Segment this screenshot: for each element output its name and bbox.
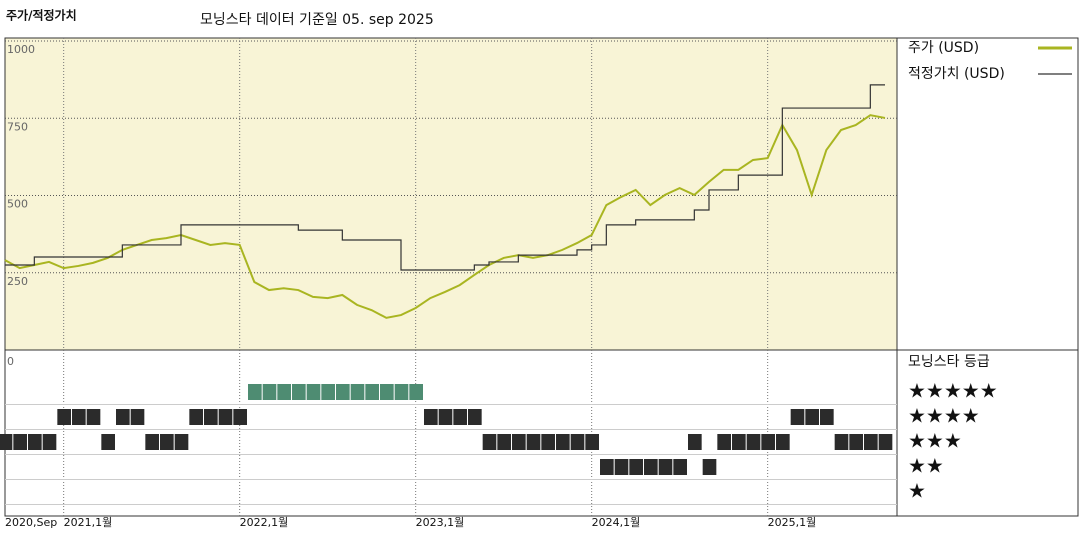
- x-tick-label: 2020,Sep: [5, 516, 57, 529]
- rating-bar: [644, 459, 658, 475]
- rating-bar: [160, 434, 174, 450]
- rating-bar: [482, 434, 497, 450]
- rating-bar: [145, 434, 159, 450]
- rating-bar: [805, 409, 819, 425]
- rating-bar: [130, 409, 145, 425]
- rating-bar: [28, 434, 42, 450]
- rating-bar: [174, 434, 189, 450]
- rating-bar: [776, 434, 790, 450]
- rating-bar: [688, 434, 702, 450]
- rating-bar: [497, 434, 511, 450]
- rating-bar: [86, 409, 101, 425]
- rating-bar: [717, 434, 731, 450]
- rating-bar: [409, 384, 423, 400]
- rating-bar: [204, 409, 218, 425]
- rating-bar: [365, 384, 379, 400]
- x-tick-label: 2023,1월: [416, 516, 465, 529]
- rating-bar: [732, 434, 746, 450]
- rating-bar: [570, 434, 585, 450]
- series-line: [4, 114, 886, 319]
- rating-bar: [629, 459, 643, 475]
- rating-bar: [350, 384, 365, 400]
- rating-title: 모닝스타 등급: [908, 354, 990, 370]
- rating-bar: [438, 409, 453, 425]
- rating-bar: [541, 434, 555, 450]
- x-tick-label: 2024,1월: [592, 516, 641, 529]
- rating-label: ★★★: [908, 429, 962, 453]
- plot-bg: [5, 38, 897, 350]
- rating-bar: [761, 434, 775, 450]
- x-tick-label: 2021,1월: [64, 516, 113, 529]
- rating-bar: [101, 434, 115, 450]
- title: 주가/적정가치: [6, 8, 77, 23]
- rating-bar: [746, 434, 761, 450]
- rating-bar: [306, 384, 321, 400]
- legend-label: 주가 (USD): [908, 40, 979, 56]
- rating-bar: [321, 384, 335, 400]
- y-tick-label: 750: [7, 120, 28, 133]
- x-tick-label: 2022,1월: [240, 516, 289, 529]
- x-tick-label: 2025,1월: [768, 516, 817, 529]
- rating-bar: [468, 409, 482, 425]
- rating-bar: [57, 409, 71, 425]
- rating-bar: [702, 459, 717, 475]
- rating-bar: [790, 409, 805, 425]
- rating-bar: [820, 409, 834, 425]
- rating-label: ★★★★: [908, 404, 980, 428]
- rating-bar: [878, 434, 893, 450]
- rating-bar: [262, 384, 277, 400]
- subtitle: 모닝스타 데이터 기준일 05. sep 2025: [200, 12, 434, 28]
- rating-bar: [380, 384, 394, 400]
- rating-bar: [292, 384, 306, 400]
- rating-label: ★★★★★: [908, 379, 998, 403]
- rating-label: ★★: [908, 454, 944, 478]
- rating-bar: [189, 409, 203, 425]
- rating-bar: [42, 434, 57, 450]
- rating-bar: [116, 409, 130, 425]
- rating-bar: [72, 409, 86, 425]
- rating-bar: [864, 434, 878, 450]
- rating-bar: [218, 409, 233, 425]
- rating-bar: [673, 459, 687, 475]
- rating-bar: [394, 384, 409, 400]
- rating-bar: [658, 459, 673, 475]
- rating-bar: [834, 434, 849, 450]
- rating-bar: [526, 434, 541, 450]
- y-tick-label: 1000: [7, 43, 35, 56]
- rating-bar: [233, 409, 247, 425]
- rating-bar: [600, 459, 614, 475]
- rating-bar: [0, 434, 13, 450]
- rating-bar: [849, 434, 863, 450]
- rating-bar: [556, 434, 570, 450]
- frame: [4, 37, 1079, 517]
- rating-bar: [424, 409, 438, 425]
- rating-label: ★: [908, 479, 926, 503]
- rating-bar: [13, 434, 27, 450]
- y-tick-label: 500: [7, 198, 28, 211]
- rating-bar: [512, 434, 526, 450]
- series-line: [5, 84, 885, 271]
- rating-bar: [277, 384, 291, 400]
- legend-label: 적정가치 (USD): [908, 66, 1005, 82]
- rating-bar: [336, 384, 350, 400]
- rating-bar: [585, 434, 599, 450]
- rating-bar: [614, 459, 629, 475]
- corner-label: 0: [7, 355, 14, 368]
- rating-bar: [248, 384, 262, 400]
- rating-bar: [453, 409, 467, 425]
- y-tick-label: 250: [7, 275, 28, 288]
